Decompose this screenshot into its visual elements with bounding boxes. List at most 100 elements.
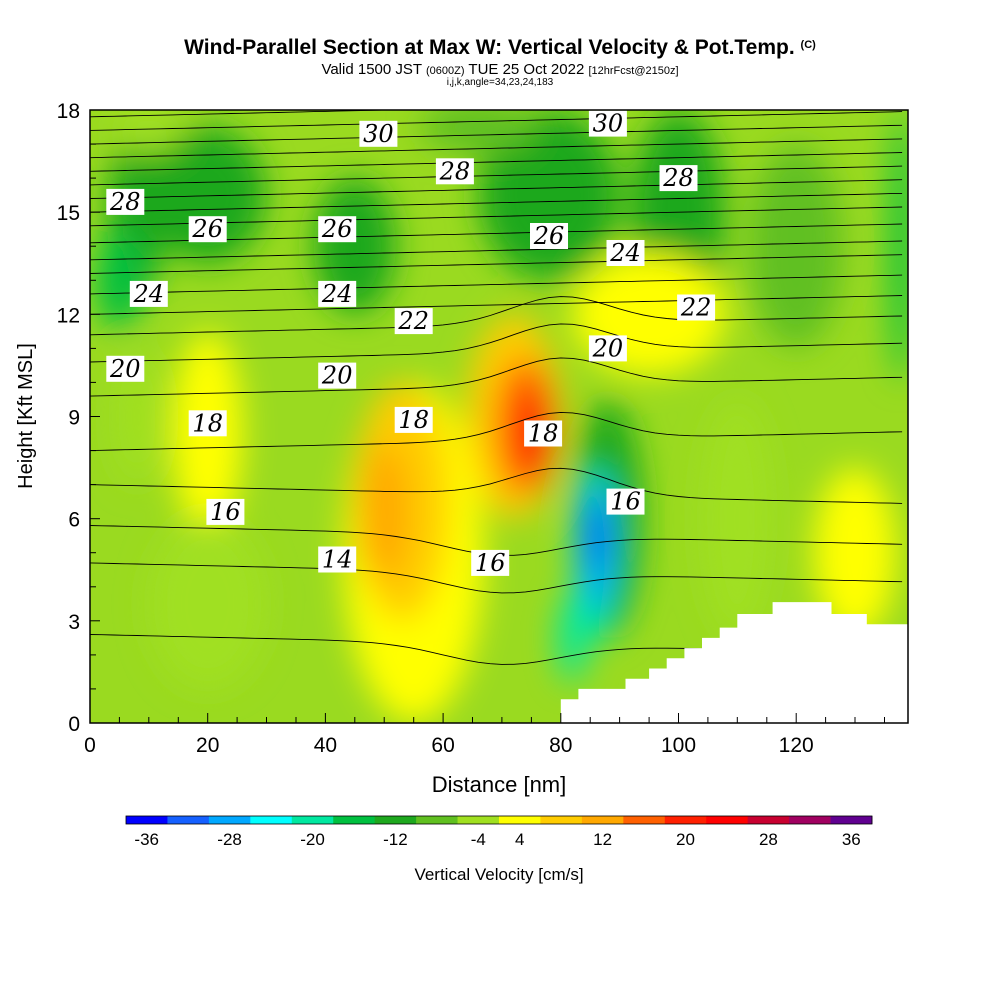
y-tick-label: 15 — [57, 202, 80, 225]
x-tick-label: 80 — [549, 734, 572, 757]
colorbar-swatch — [167, 816, 210, 824]
colorbar-tick-label: -20 — [300, 830, 325, 849]
x-axis-label: Distance [nm] — [432, 772, 567, 797]
y-tick-label: 12 — [57, 304, 80, 327]
colorbar-swatch — [126, 816, 168, 824]
colorbar: -36 -28 -20 -12 -4 4 12 20 28 36 — [125, 815, 873, 849]
theta-label-box — [524, 420, 563, 447]
theta-contours — [90, 110, 903, 665]
theta-label-box — [588, 110, 627, 137]
y-tick-label: 3 — [68, 611, 80, 634]
x-tick-label: 40 — [314, 734, 337, 757]
theta-contour — [90, 467, 903, 504]
colorbar-label: Vertical Velocity [cm/s] — [414, 865, 583, 884]
theta-label-box — [435, 158, 474, 185]
theta-label-box — [677, 294, 716, 321]
theta-contour — [90, 274, 903, 295]
colorbar-swatch — [830, 816, 873, 824]
theta-label-text: 22 — [680, 294, 712, 322]
colorbar-swatch — [706, 816, 749, 824]
theta-label-box — [318, 216, 357, 243]
theta-label: 28 — [659, 164, 698, 192]
theta-label: 26 — [318, 215, 357, 243]
velocity-region — [113, 110, 185, 155]
velocity-region — [419, 110, 538, 155]
colorbar-swatch — [747, 816, 790, 824]
y-tick-label: 18 — [57, 100, 80, 123]
colorbar-swatch — [374, 816, 417, 824]
x-tick-label: 100 — [661, 734, 696, 757]
theta-label-box — [394, 308, 433, 335]
colorbar-tick-label: 28 — [759, 830, 778, 849]
velocity-region — [478, 110, 620, 281]
theta-label-box — [394, 406, 433, 433]
plot-area: 30 30 28 28 28 26 26 26 24 24 24 22 22 20 20 20 18 18 18 16… — [90, 110, 908, 723]
colorbar-swatch — [208, 816, 251, 824]
velocity-region — [313, 178, 396, 315]
chart-title: Wind-Parallel Section at Max W: Vertical… — [0, 36, 1000, 60]
theta-contour — [90, 110, 405, 118]
theta-label-text: 24 — [321, 280, 353, 308]
colorbar-tick-label: -4 — [471, 830, 486, 849]
theta-label-text: 28 — [439, 157, 471, 185]
y-tick-label: 0 — [68, 713, 80, 736]
theta-label: 18 — [524, 420, 563, 448]
colorbar-swatch — [581, 816, 624, 824]
terrain-mask — [560, 602, 908, 723]
colorbar-swatch — [457, 816, 500, 824]
colorbar-swatch — [664, 816, 707, 824]
colorbar-tick-label: 12 — [593, 830, 612, 849]
colorbar-tick-label: 20 — [676, 830, 695, 849]
utc-time: (0600Z) — [425, 65, 465, 77]
theta-label-text: 30 — [363, 120, 394, 148]
velocity-region — [813, 467, 897, 638]
theta-label: 24 — [606, 239, 645, 267]
theta-label-text: 26 — [191, 215, 223, 243]
theta-label: 22 — [394, 307, 433, 335]
colorbar-tick-label: -12 — [383, 830, 408, 849]
theta-contour — [90, 111, 903, 131]
theta-label-box — [359, 120, 398, 147]
colorbar-swatch — [416, 816, 458, 824]
theta-contour — [90, 124, 903, 145]
theta-label: 20 — [106, 355, 145, 383]
theta-label-text: 18 — [528, 420, 559, 448]
theta-label-text: 20 — [592, 334, 624, 362]
theta-label: 16 — [206, 498, 245, 526]
theta-label-text: 18 — [192, 409, 223, 437]
velocity-region — [113, 348, 161, 485]
theta-label: 20 — [318, 362, 357, 390]
theta-label-text: 20 — [321, 362, 353, 390]
theta-label: 16 — [606, 488, 645, 516]
theta-label-text: 28 — [109, 188, 141, 216]
theta-label-text: 20 — [109, 355, 141, 383]
y-axis: 0 3 6 9 12 15 18 — [57, 100, 100, 736]
theta-label-box — [659, 165, 698, 192]
x-axis: 0 20 40 60 80 100 120 — [84, 713, 885, 757]
x-tick-label: 120 — [779, 734, 814, 757]
velocity-region — [587, 501, 605, 570]
theta-contour — [90, 192, 903, 213]
theta-contour — [90, 323, 903, 363]
theta-contour — [90, 179, 903, 199]
grid-index-line: i,j,k,angle=34,23,24,183 — [446, 77, 554, 88]
theta-label: 18 — [188, 409, 227, 437]
theta-contour — [90, 254, 903, 274]
theta-label-text: 16 — [210, 498, 241, 526]
theta-contour — [90, 138, 903, 159]
valid-time: Valid 1500 JST — [321, 61, 422, 78]
theta-contour — [90, 240, 903, 261]
theta-label-box — [188, 216, 227, 243]
theta-label-box — [318, 280, 357, 307]
theta-label: 14 — [318, 546, 357, 574]
copyright-mark: (C) — [800, 39, 816, 51]
theta-label-box — [588, 335, 627, 362]
theta-label-text: 24 — [609, 239, 641, 267]
theta-label-text: 24 — [133, 280, 165, 308]
theta-label: 22 — [677, 294, 716, 322]
theta-label: 26 — [188, 215, 227, 243]
theta-label: 30 — [359, 120, 398, 148]
velocity-region — [557, 593, 588, 683]
forecast-info: [12hrFcst@2150z] — [588, 65, 679, 77]
